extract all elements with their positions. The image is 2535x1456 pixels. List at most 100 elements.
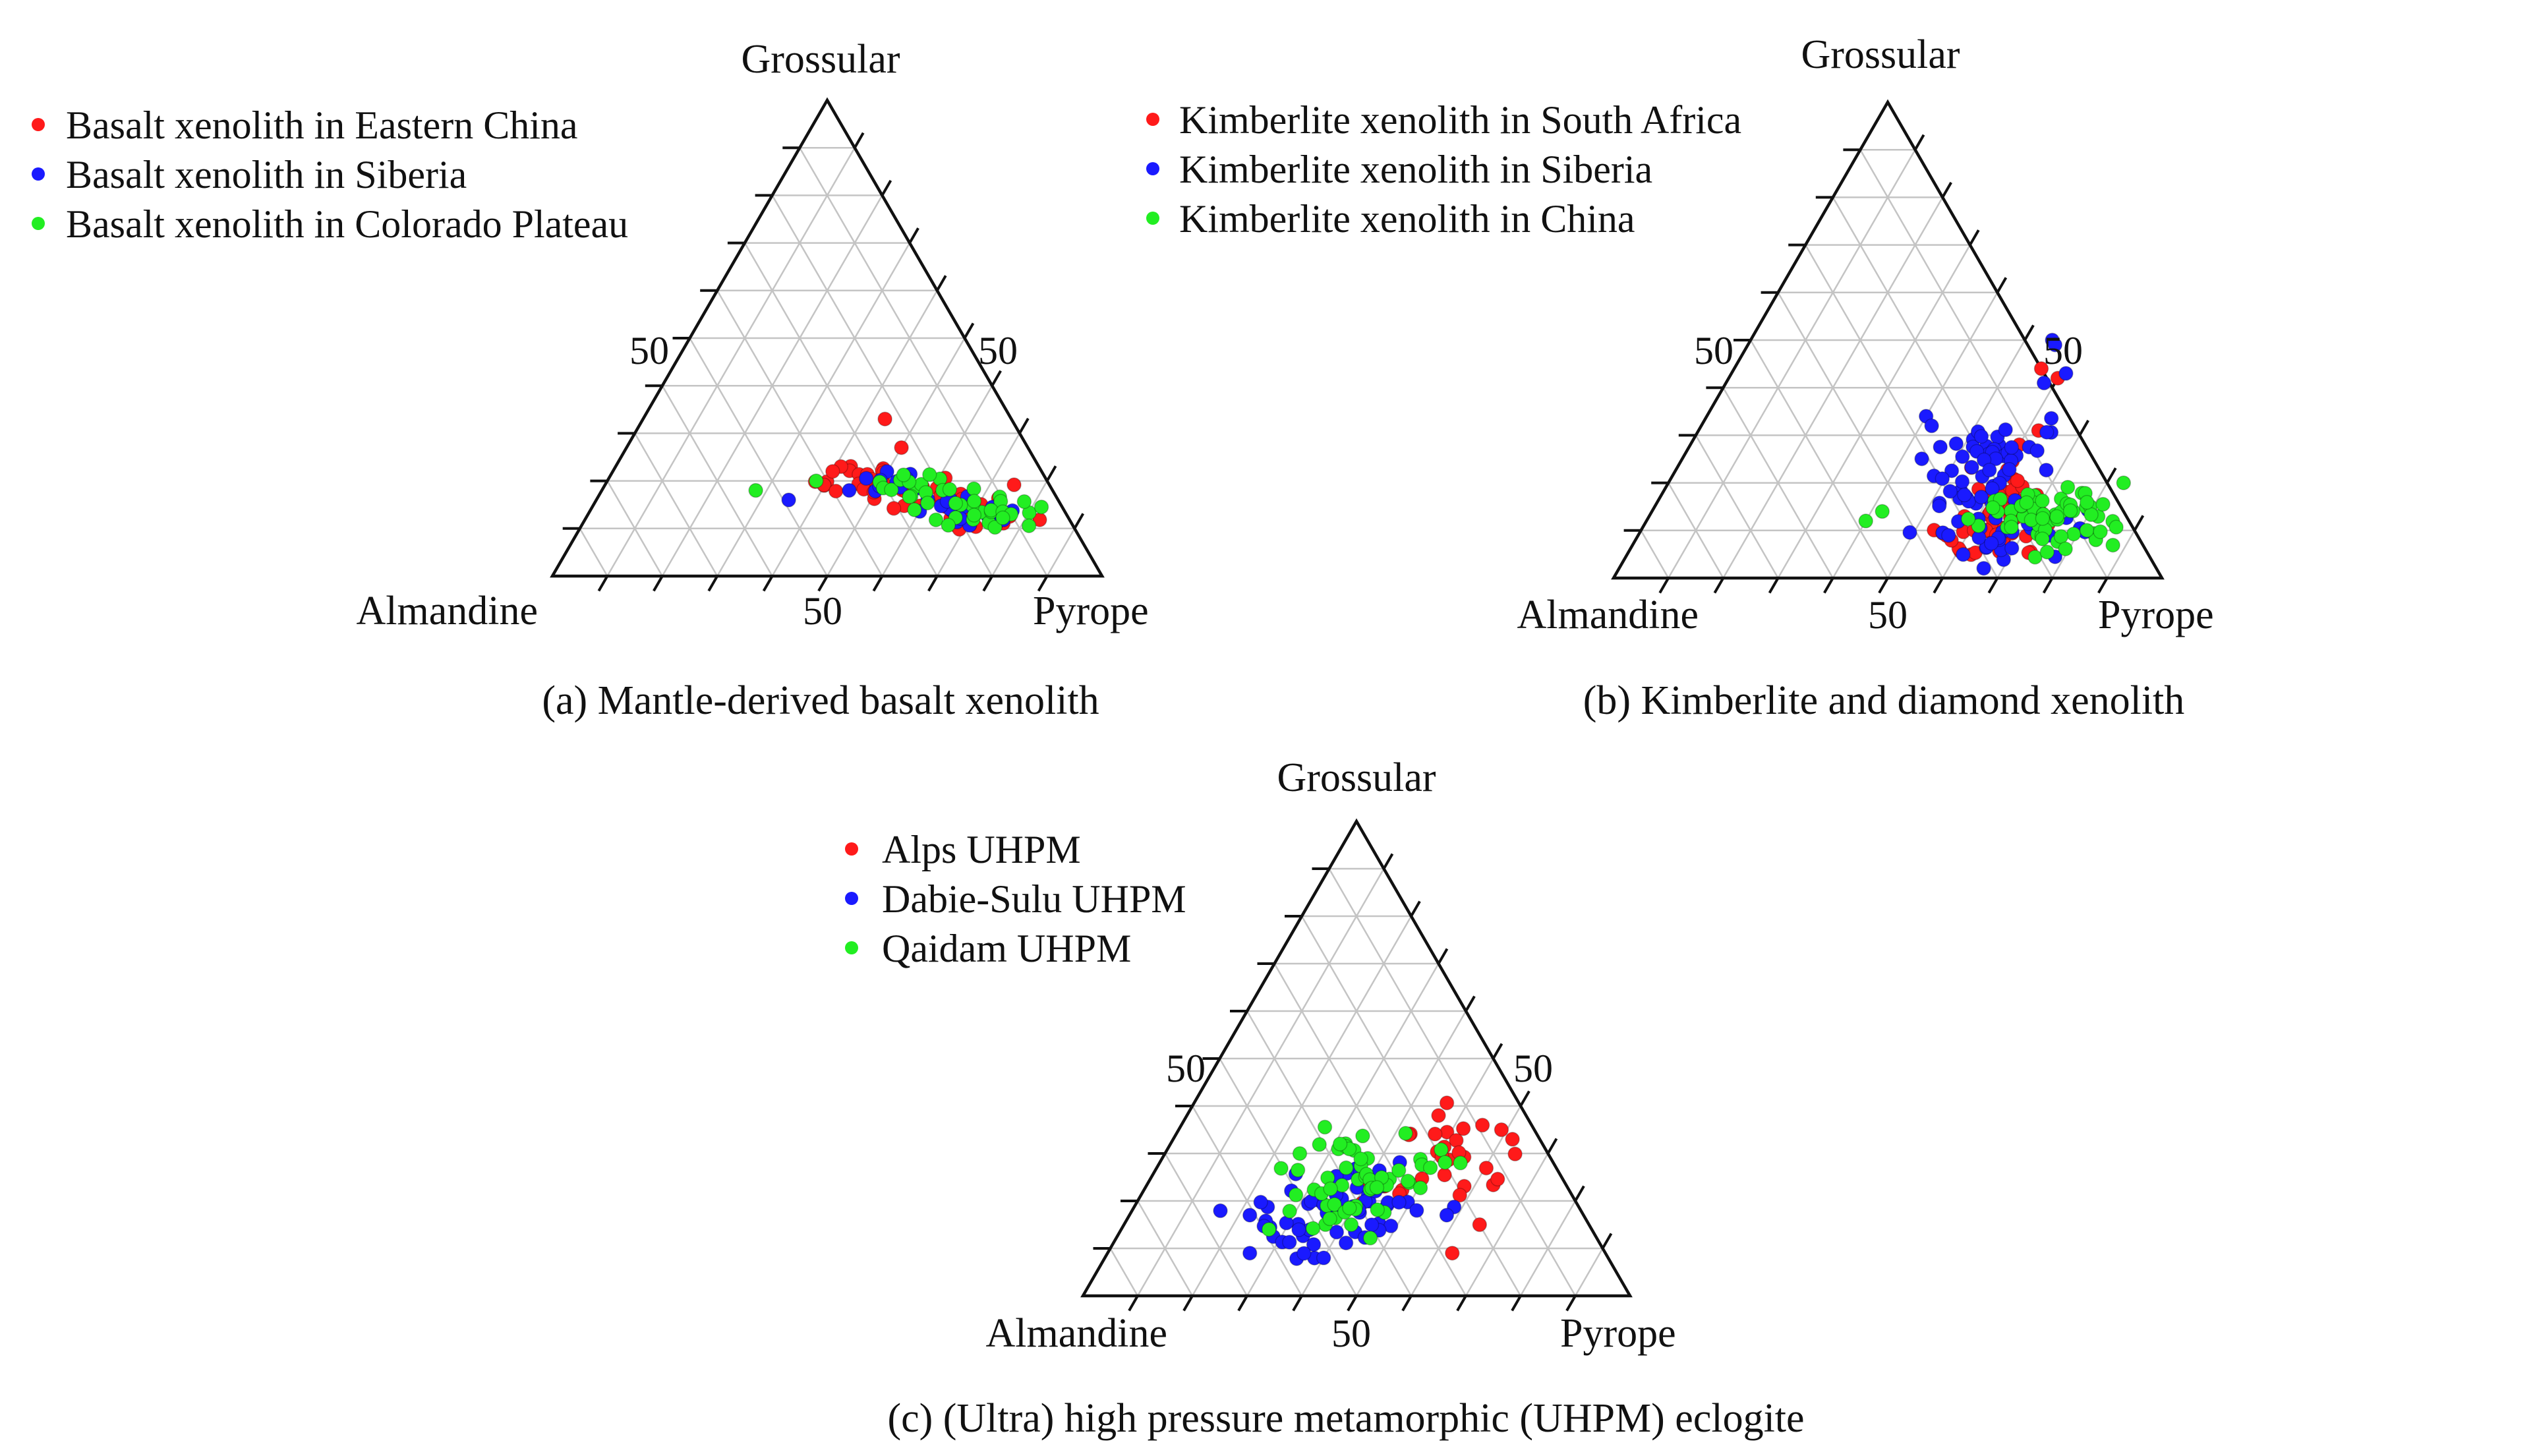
data-point <box>1434 1142 1449 1157</box>
tick-mark <box>1933 577 1944 594</box>
data-point <box>886 501 902 516</box>
tick-mark <box>1401 1295 1413 1312</box>
grid-line <box>1668 149 1916 579</box>
legend-label-0: Kimberlite xenolith in South Africa <box>1179 98 1741 142</box>
data-point <box>1472 1217 1488 1233</box>
data-points <box>748 411 1049 537</box>
data-point <box>1422 1160 1438 1175</box>
data-point <box>894 440 909 455</box>
data-point <box>1956 547 1971 562</box>
data-point <box>1364 1217 1380 1233</box>
tick-mark <box>1437 948 1449 965</box>
grid-line <box>1328 868 1577 1296</box>
data-point <box>920 495 935 511</box>
tick-mark <box>1018 417 1030 434</box>
data-point <box>1213 1203 1228 1219</box>
tick-mark <box>1913 134 1925 151</box>
data-point <box>781 492 796 508</box>
data-point <box>1445 1245 1460 1261</box>
data-point <box>825 463 840 479</box>
grid-line <box>716 242 911 577</box>
tick-mark <box>1465 995 1476 1012</box>
data-point <box>1391 1194 1407 1210</box>
data-point <box>1933 439 1948 455</box>
data-point <box>1983 535 1999 551</box>
data-point <box>2079 523 2095 538</box>
data-point <box>995 510 1010 525</box>
tick-mark <box>1987 577 1999 594</box>
data-point <box>1343 1217 1359 1233</box>
data-point <box>1370 1202 1385 1217</box>
edge-tick-label-right: 50 <box>978 329 1018 372</box>
data-point <box>1505 1132 1520 1147</box>
data-point <box>1338 1235 1354 1250</box>
legend-dot-2 <box>845 941 858 954</box>
tick-mark <box>762 575 774 592</box>
data-point <box>1490 1171 1505 1187</box>
apex-label-right: Pyrope <box>1033 589 1149 633</box>
series-2 <box>1261 1119 1468 1246</box>
data-point <box>2027 550 2043 565</box>
tick-mark <box>1292 1295 1303 1312</box>
edge-tick-label-left: 50 <box>1166 1047 1206 1090</box>
legend-label-1: Dabie-Sulu UHPM <box>882 877 1186 921</box>
data-point <box>1453 1155 1468 1171</box>
data-point <box>1507 1146 1523 1162</box>
grid-line <box>1136 868 1385 1296</box>
panel-b: Grossular Almandine Pyrope 50 50 50 Kimb… <box>1146 32 2214 723</box>
data-point <box>1976 560 1991 576</box>
data-point <box>1954 474 1970 489</box>
data-point <box>1242 1245 1258 1261</box>
data-point <box>2039 462 2054 478</box>
panel-caption: (b) Kimberlite and diamond xenolith <box>1583 678 2185 723</box>
legend-label-2: Qaidam UHPM <box>882 927 1131 970</box>
data-point <box>987 519 1003 535</box>
data-point <box>1431 1108 1446 1123</box>
tick-mark <box>1410 900 1421 917</box>
data-point <box>1329 1225 1345 1240</box>
tick-mark <box>908 227 919 244</box>
tick-mark <box>1601 1233 1613 1250</box>
data-point <box>966 508 982 523</box>
data-point <box>1291 1222 1306 1237</box>
data-points <box>1213 1095 1523 1266</box>
data-point <box>1290 1162 1306 1178</box>
tick-mark <box>1574 1185 1585 1202</box>
apex-label-left: Almandine <box>1517 593 1699 637</box>
data-point <box>2043 411 2059 426</box>
tick-mark <box>881 179 892 196</box>
data-point <box>1273 1161 1289 1176</box>
data-point <box>877 411 892 426</box>
data-point <box>1353 1151 1368 1167</box>
tick-mark <box>1546 1138 1558 1155</box>
data-point <box>1362 1231 1378 1246</box>
tick-mark <box>1456 1295 1467 1312</box>
data-point <box>2036 375 2052 391</box>
grid-lines <box>1109 867 1604 1296</box>
tick-mark <box>991 370 1002 387</box>
grid-line <box>634 432 718 577</box>
apex-label-left: Almandine <box>357 589 539 633</box>
data-point <box>1292 1146 1308 1161</box>
data-point <box>1455 1121 1471 1136</box>
tick-mark <box>1382 853 1394 870</box>
apex-label-right: Pyrope <box>1560 1311 1676 1356</box>
tick-mark <box>1658 577 1670 594</box>
grid-line <box>1668 482 1724 579</box>
data-point <box>1288 1187 1304 1203</box>
data-point <box>907 502 922 517</box>
data-point <box>828 483 844 499</box>
data-point <box>1312 1137 1327 1152</box>
grid-line <box>1046 528 1076 577</box>
apex-label-top: Grossular <box>1801 32 1960 77</box>
data-point <box>1875 504 1890 519</box>
tick-mark <box>963 322 975 339</box>
tick-mark <box>1878 577 1889 594</box>
data-point <box>1982 462 1997 478</box>
panel-a: Grossular Almandine Pyrope 50 50 50 Basa… <box>32 37 1149 723</box>
data-point <box>1339 1160 1354 1176</box>
grid-line <box>1136 1200 1194 1296</box>
data-point <box>1985 500 2000 515</box>
tick-mark <box>2097 577 2109 594</box>
grid-line <box>1465 1153 1549 1296</box>
